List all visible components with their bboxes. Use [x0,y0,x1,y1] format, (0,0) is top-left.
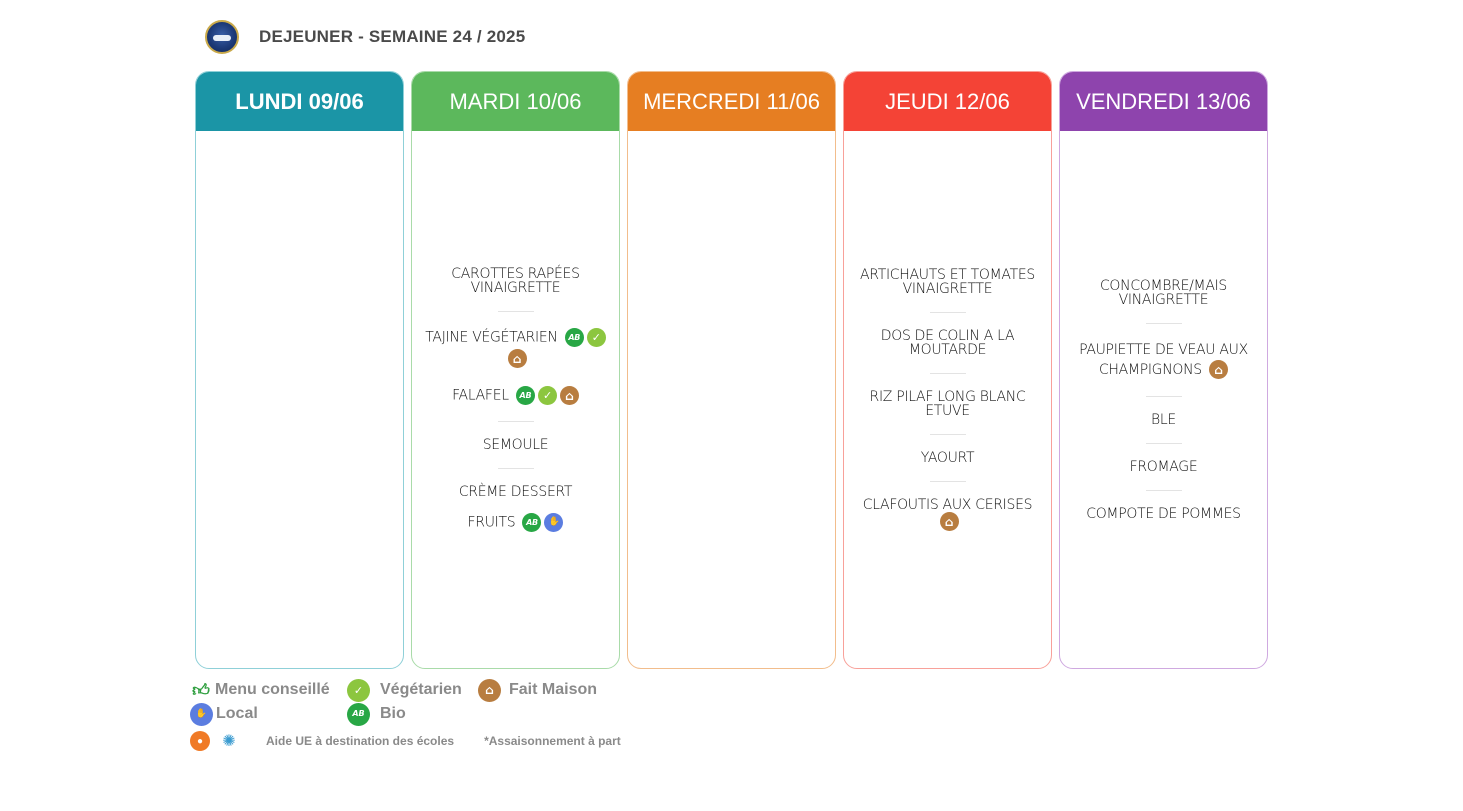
day-header-lundi: LUNDI 09/06 [196,72,403,131]
day-label: VENDREDI 13/06 [1076,88,1251,114]
school-logo-icon [205,20,239,54]
dish-item: SEMOULE [482,437,549,453]
dish-separator [1145,489,1182,491]
legend-menu-conseille: 👍︎ Menu conseillé [190,679,347,701]
dish-separator [929,312,966,313]
legend-local: Local [190,702,347,726]
dish-separator [497,421,534,422]
legend-bio: Bio [347,702,406,726]
day-menu-lundi [196,131,403,668]
day-label: LUNDI 09/06 [235,88,364,114]
dish-separator [497,311,534,312]
dish-separator [1145,442,1182,444]
dish-item: BLE [1151,411,1176,428]
dish-item: FALAFEL [452,384,579,407]
dish-item: FRUITS [468,511,564,534]
dish-item: FROMAGE [1129,458,1198,475]
day-header-mardi: MARDI 10/06 [412,72,619,131]
week-columns: LUNDI 09/06 MARDI 10/06 CAROTTES RAPÉES … [195,71,1275,669]
local-icon [544,513,564,532]
dish-item: YAOURT [920,450,975,466]
day-menu-jeudi: ARTICHAUTS ET TOMATES VINAIGRETTE DOS DE… [844,131,1051,668]
homemade-icon [478,678,501,702]
homemade-icon [1209,360,1229,379]
day-menu-mardi: CAROTTES RAPÉES VINAIGRETTE TAJINE VÉGÉT… [412,131,619,668]
dish-item: CRÈME DESSERT [458,484,573,500]
eu-fruit-scheme-icon: ● [190,731,210,751]
day-menu-vendredi: CONCOMBRE/MAIS VINAIGRETTE PAUPIETTE DE … [1060,131,1267,668]
day-column-jeudi: JEUDI 12/06 ARTICHAUTS ET TOMATES VINAIG… [843,71,1052,669]
thumbs-up-icon: 👍︎ [192,680,210,700]
dish-item: COMPOTE DE POMMES [1086,505,1241,522]
eu-stars-icon: ✺ [222,733,236,750]
legend: 👍︎ Menu conseillé Végétarien Fait Maison… [190,678,597,726]
day-column-mardi: MARDI 10/06 CAROTTES RAPÉES VINAIGRETTE … [411,71,620,669]
dish-item: RIZ PILAF LONG BLANC ETUVE [869,389,1026,419]
bio-icon [515,386,535,405]
dish-separator [497,468,534,469]
legend-vegetarien: Végétarien [347,678,478,702]
dish-separator [929,373,966,374]
day-menu-mercredi [628,131,835,668]
homemade-icon [559,386,579,405]
vegetarian-icon [347,678,370,702]
dish-item: TAJINE VÉGÉTARIEN [425,326,606,370]
day-label: JEUDI 12/06 [885,88,1010,114]
bio-icon [522,513,542,532]
dish-item: DOS DE COLIN A LA MOUTARDE [880,328,1015,358]
bio-icon [564,328,584,347]
day-header-jeudi: JEUDI 12/06 [844,72,1051,131]
page-header: DEJEUNER - SEMAINE 24 / 2025 [205,19,525,55]
page-title: DEJEUNER - SEMAINE 24 / 2025 [259,27,526,46]
local-icon [190,702,213,726]
dish-item: ARTICHAUTS ET TOMATES VINAIGRETTE [860,267,1035,297]
dish-separator [929,434,966,435]
homemade-icon [939,512,959,531]
day-label: MERCREDI 11/06 [643,88,820,114]
dish-separator [1145,395,1182,397]
bio-icon [347,702,370,726]
eu-aid-note: Aide UE à destination des écoles [266,734,455,748]
day-header-mercredi: MERCREDI 11/06 [628,72,835,131]
day-column-mercredi: MERCREDI 11/06 [627,71,836,669]
footnote: ● ✺ Aide UE à destination des écoles *As… [190,731,621,751]
seasoning-note: *Assaisonnement à part [484,734,621,748]
vegetarian-icon [586,328,606,347]
dish-item: CAROTTES RAPÉES VINAIGRETTE [451,266,580,296]
dish-item: PAUPIETTE DE VEAU AUX CHAMPIGNONS [1070,338,1257,382]
legend-fait-maison: Fait Maison [478,678,597,702]
day-column-lundi: LUNDI 09/06 [195,71,404,669]
day-column-vendredi: VENDREDI 13/06 CONCOMBRE/MAIS VINAIGRETT… [1059,71,1268,669]
day-label: MARDI 10/06 [449,88,582,114]
dish-separator [1145,322,1182,324]
vegetarian-icon [537,386,557,405]
dish-item: CONCOMBRE/MAIS VINAIGRETTE [1099,277,1228,308]
homemade-icon [507,349,527,368]
dish-separator [929,481,966,482]
day-header-vendredi: VENDREDI 13/06 [1060,72,1267,131]
dish-item: CLAFOUTIS AUX CERISES [854,496,1041,533]
